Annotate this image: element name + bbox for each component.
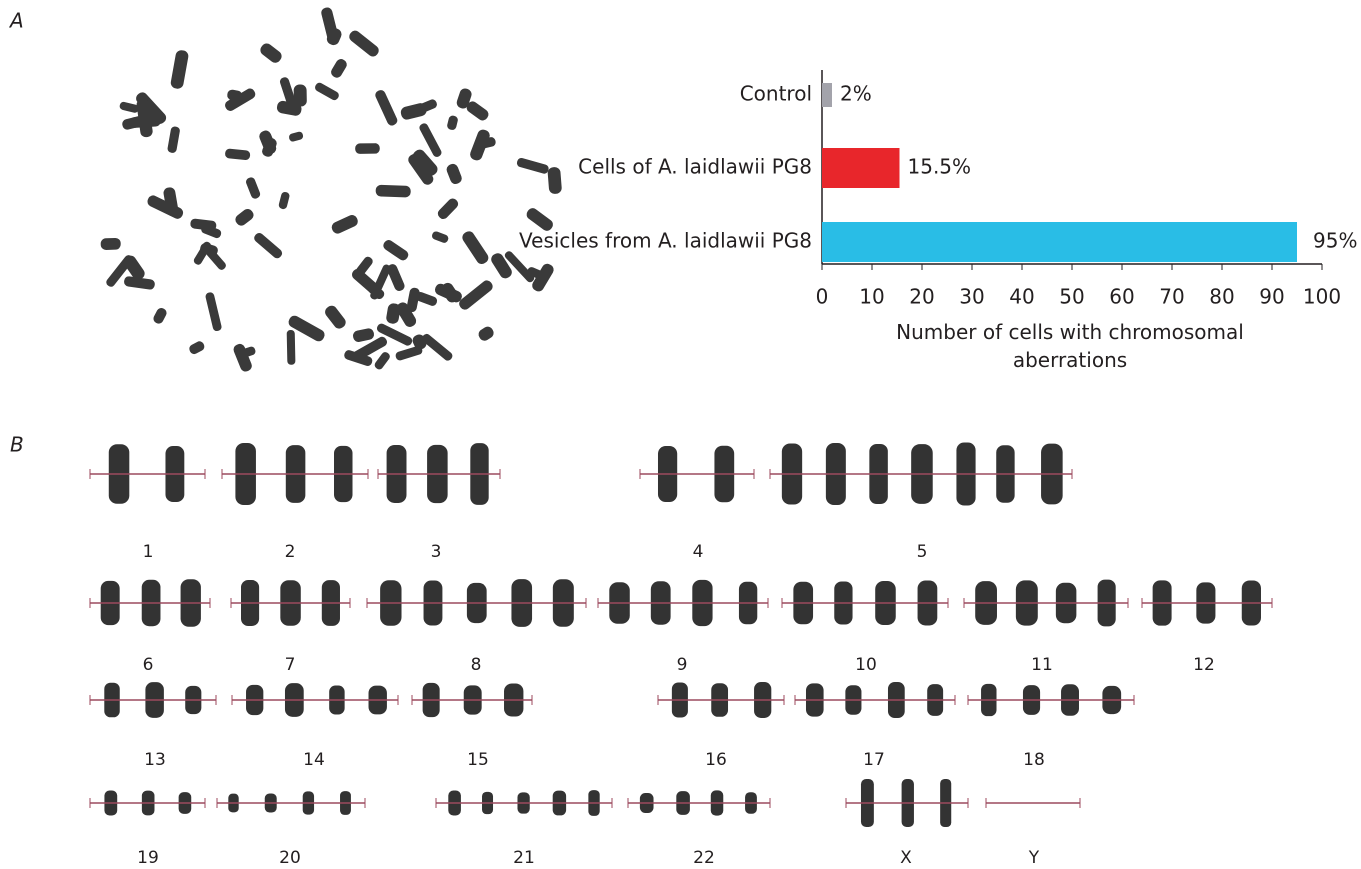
chromosome-label: 20 xyxy=(279,848,301,868)
chromosome xyxy=(373,351,391,371)
chromosome-label: 14 xyxy=(303,750,325,770)
chromosome xyxy=(233,207,255,228)
panel-label: A xyxy=(8,9,24,33)
value-label: 15.5% xyxy=(908,155,972,179)
chromosome xyxy=(445,162,463,185)
chromosome-label: 7 xyxy=(285,655,296,675)
chromosome xyxy=(376,185,411,198)
category-label: Control xyxy=(740,82,812,106)
chromosome xyxy=(170,49,189,89)
chromosome xyxy=(123,276,155,290)
chromosome xyxy=(288,131,304,143)
chromosome xyxy=(477,325,496,343)
canvas: A B 0 10 20 30 40 50 60 70 80 90 100 2% Control 15.5%… xyxy=(0,0,1361,869)
x-tick-label: 0 xyxy=(816,285,829,309)
chromosome-label: 1 xyxy=(143,542,154,562)
x-tick-label: 70 xyxy=(1159,285,1184,309)
x-tick-label: 80 xyxy=(1209,285,1234,309)
chromosome-label: 16 xyxy=(705,750,727,770)
chromosome xyxy=(294,84,307,106)
chromosome xyxy=(205,292,223,332)
chromosome xyxy=(225,148,251,160)
panel-label: B xyxy=(10,433,24,457)
chromosome-label: 10 xyxy=(855,655,877,675)
x-tick-label: 50 xyxy=(1059,285,1084,309)
chromosome-label: 21 xyxy=(513,848,535,868)
chromosome-label: 12 xyxy=(1193,655,1215,675)
chromosome-label: 18 xyxy=(1023,750,1045,770)
chromosome xyxy=(355,143,380,154)
x-axis-label: Number of cells with chromosomal aberrat… xyxy=(870,318,1270,374)
chromosome-label: 2 xyxy=(285,542,296,562)
figure: A B 0 10 20 30 40 50 60 70 80 90 100 2% Control 15.5%… xyxy=(0,0,1361,869)
x-tick-label: 100 xyxy=(1303,285,1341,309)
bar xyxy=(822,222,1297,262)
chromosome xyxy=(287,330,296,365)
chromosome xyxy=(420,332,454,362)
chromosome xyxy=(119,101,139,113)
chromosome xyxy=(415,291,439,307)
x-tick-label: 60 xyxy=(1109,285,1134,309)
chromosome-label: 9 xyxy=(677,655,688,675)
x-tick-label: 20 xyxy=(909,285,934,309)
chromosome xyxy=(431,230,449,243)
chromosome-label: 19 xyxy=(137,848,159,868)
chromosome xyxy=(347,28,381,58)
chromosome-label: 17 xyxy=(863,750,885,770)
chromosome-label: 6 xyxy=(143,655,154,675)
chromosome xyxy=(258,41,284,65)
chromosome xyxy=(152,306,168,325)
chromosome xyxy=(167,126,181,154)
chromosome xyxy=(329,57,348,79)
chromosome xyxy=(436,196,460,221)
bar xyxy=(822,148,900,188)
chromosome xyxy=(278,191,290,210)
chromosome-label: 13 xyxy=(144,750,166,770)
x-tick-label: 10 xyxy=(859,285,884,309)
chromosome xyxy=(374,89,399,127)
x-tick-label: 90 xyxy=(1259,285,1284,309)
chromosome xyxy=(386,263,406,293)
chromosome-label: 11 xyxy=(1031,655,1053,675)
chromosome xyxy=(252,231,283,260)
chromosome xyxy=(457,278,495,311)
chromosome-label: 3 xyxy=(431,542,442,562)
karyotype xyxy=(90,443,1272,827)
chromosome-label: 15 xyxy=(467,750,489,770)
chromosome-label: 22 xyxy=(693,848,715,868)
chromosome xyxy=(323,303,348,330)
chromosome xyxy=(446,115,458,131)
chromosome-label: 8 xyxy=(471,655,482,675)
chromosome-label: Y xyxy=(1028,848,1040,868)
category-label: Vesicles from A. laidlawii PG8 xyxy=(519,229,812,253)
chromosome xyxy=(381,238,410,262)
chromosome xyxy=(245,176,262,200)
chromosome xyxy=(400,102,428,121)
chromosome xyxy=(352,327,375,343)
chromosome xyxy=(516,157,550,175)
bar xyxy=(822,83,832,107)
value-label: 95% xyxy=(1313,229,1357,253)
chromosome xyxy=(314,81,341,101)
chromosome xyxy=(190,218,217,231)
chromosome xyxy=(547,167,562,195)
chromosome-label: X xyxy=(900,848,912,868)
value-label: 2% xyxy=(840,82,872,106)
chromosome-label: 5 xyxy=(917,542,928,562)
chromosome xyxy=(330,213,360,235)
x-tick-label: 30 xyxy=(959,285,984,309)
chromosome xyxy=(101,238,121,250)
chromosome xyxy=(460,229,490,266)
chromosome-label: 4 xyxy=(693,542,704,562)
x-tick-label: 40 xyxy=(1009,285,1034,309)
category-label: Cells of A. laidlawii PG8 xyxy=(578,155,812,179)
metaphase-spread xyxy=(101,6,563,373)
chromosome xyxy=(188,340,206,356)
